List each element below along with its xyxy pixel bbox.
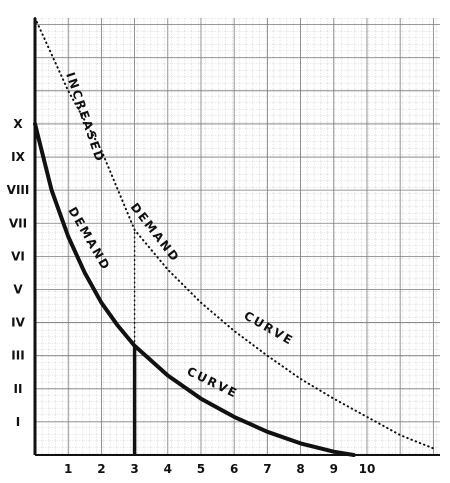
- increased-demand-curve-line: [34, 17, 435, 450]
- x-tick-label: 7: [263, 462, 271, 476]
- major-grid: [35, 18, 440, 455]
- y-tick-label: I: [16, 415, 20, 429]
- y-tick-label: III: [11, 349, 24, 363]
- y-tick-label: II: [14, 382, 23, 396]
- y-tick-label: VII: [9, 216, 27, 230]
- x-tick-labels: 1 2 3 4 5 6 7 8 9 10: [64, 462, 375, 476]
- axes: [33, 18, 440, 456]
- y-tick-label: VIII: [7, 183, 30, 197]
- x-tick-label: 10: [359, 462, 376, 476]
- y-tick-label: VI: [11, 249, 25, 263]
- x-tick-label: 4: [164, 462, 172, 476]
- x-tick-label: 1: [64, 462, 72, 476]
- x-tick-label: 5: [197, 462, 205, 476]
- x-tick-label: 3: [130, 462, 138, 476]
- x-tick-label: 2: [97, 462, 105, 476]
- y-tick-label: IV: [11, 316, 25, 330]
- y-tick-label: V: [13, 282, 23, 296]
- y-tick-label: IX: [11, 150, 25, 164]
- x-tick-label: 8: [296, 462, 304, 476]
- series-layer: [33, 17, 435, 457]
- x-tick-label: 6: [230, 462, 238, 476]
- x-tick-label: 9: [330, 462, 338, 476]
- demand-curve-line: [33, 121, 356, 457]
- y-tick-label: X: [13, 117, 23, 131]
